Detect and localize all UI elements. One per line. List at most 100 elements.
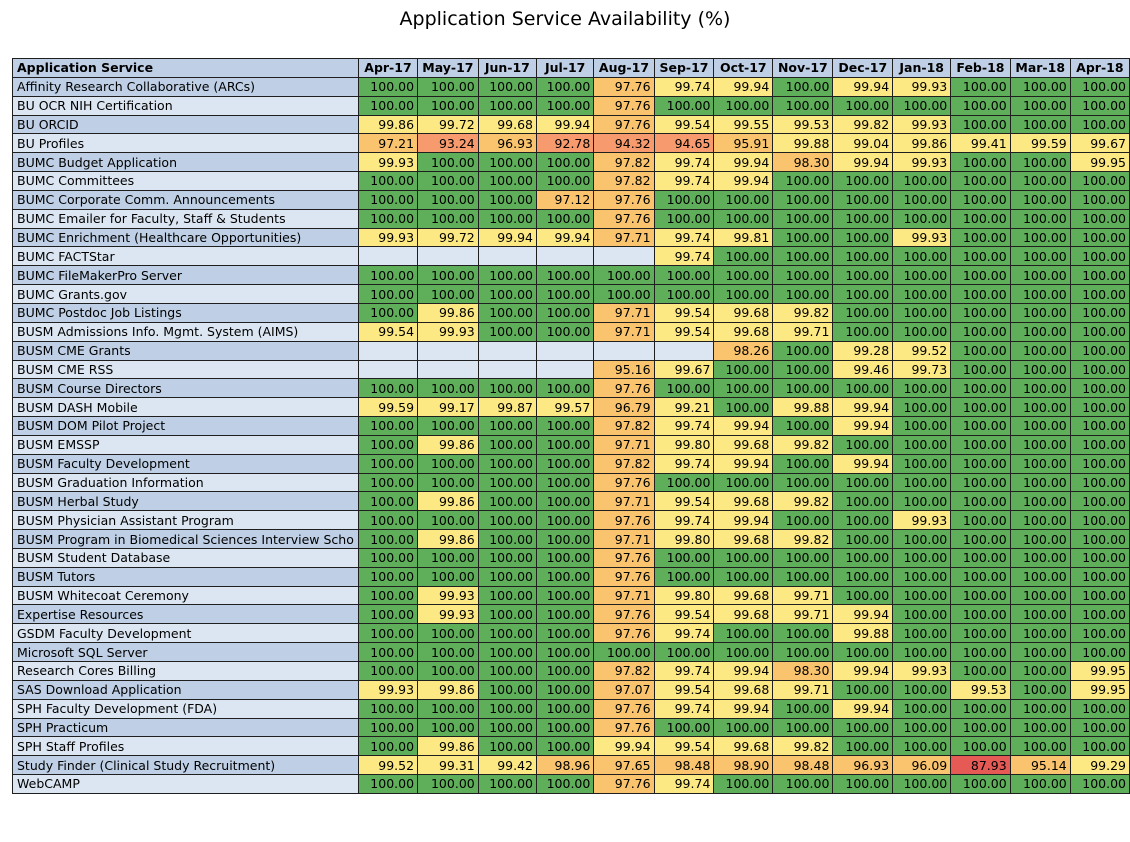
availability-cell: 100.00 bbox=[1069, 604, 1130, 625]
availability-cell: 97.07 bbox=[593, 679, 655, 700]
availability-cell: 100.00 bbox=[832, 679, 894, 700]
availability-cell: 99.52 bbox=[892, 340, 952, 361]
availability-cell: 100.00 bbox=[535, 698, 595, 719]
availability-cell: 99.68 bbox=[713, 302, 774, 323]
availability-cell: 97.71 bbox=[593, 434, 655, 455]
availability-cell: 100.00 bbox=[892, 604, 952, 625]
availability-cell: 99.71 bbox=[772, 321, 834, 342]
availability-cell: 99.54 bbox=[653, 604, 715, 625]
empty-cell bbox=[357, 359, 419, 380]
table-row: BUSM Faculty Development 100.00 100.00 100.… bbox=[12, 453, 1130, 474]
table-row: BUSM Herbal Study 100.00 99.86 100.00 100.00… bbox=[12, 491, 1130, 512]
table-row: SAS Download Application 99.93 99.86 100.00… bbox=[12, 679, 1130, 700]
availability-cell: 100.00 bbox=[950, 378, 1011, 399]
service-name-cell: Expertise Resources bbox=[12, 604, 359, 625]
availability-cell: 100.00 bbox=[417, 566, 479, 587]
table-row: BU Profiles 97.21 93.24 96.93 92.78 94.32 94.6… bbox=[12, 133, 1130, 154]
table-row: BUMC Grants.gov 100.00 100.00 100.00 100.00 1… bbox=[12, 284, 1130, 304]
availability-cell: 100.00 bbox=[1009, 736, 1071, 757]
availability-cell: 100.00 bbox=[1009, 623, 1071, 644]
availability-cell: 99.68 bbox=[713, 529, 774, 549]
empty-cell bbox=[653, 340, 715, 361]
availability-cell: 100.00 bbox=[417, 661, 479, 681]
availability-cell: 100.00 bbox=[535, 736, 595, 757]
availability-cell: 100.00 bbox=[950, 284, 1011, 304]
availability-cell: 100.00 bbox=[1009, 189, 1071, 210]
availability-cell: 100.00 bbox=[832, 491, 894, 512]
availability-cell: 99.72 bbox=[417, 227, 479, 248]
availability-cell: 100.00 bbox=[357, 378, 419, 399]
availability-cell: 100.00 bbox=[477, 510, 537, 531]
availability-cell: 100.00 bbox=[653, 547, 715, 568]
availability-cell: 100.00 bbox=[477, 774, 537, 794]
availability-cell: 97.12 bbox=[535, 189, 595, 210]
availability-cell: 100.00 bbox=[950, 302, 1011, 323]
availability-cell: 99.82 bbox=[772, 434, 834, 455]
availability-cell: 99.94 bbox=[535, 227, 595, 248]
availability-cell: 100.00 bbox=[1009, 340, 1071, 361]
availability-cell: 100.00 bbox=[950, 547, 1011, 568]
availability-cell: 100.00 bbox=[772, 265, 834, 286]
table-row: BUSM Physician Assistant Program 100.00 10… bbox=[12, 510, 1130, 531]
availability-cell: 97.76 bbox=[593, 698, 655, 719]
availability-cell: 99.80 bbox=[653, 434, 715, 455]
availability-cell: 100.00 bbox=[1069, 510, 1130, 531]
availability-cell: 97.82 bbox=[593, 416, 655, 436]
availability-cell: 100.00 bbox=[357, 736, 419, 757]
availability-cell: 100.00 bbox=[477, 491, 537, 512]
availability-cell: 100.00 bbox=[713, 265, 774, 286]
availability-cell: 97.65 bbox=[593, 755, 655, 776]
availability-cell: 99.95 bbox=[1069, 152, 1130, 173]
availability-cell: 100.00 bbox=[1069, 642, 1130, 662]
availability-cell: 100.00 bbox=[713, 566, 774, 587]
availability-cell: 100.00 bbox=[1009, 397, 1071, 418]
availability-cell: 100.00 bbox=[772, 510, 834, 531]
availability-cell: 99.82 bbox=[832, 114, 894, 135]
availability-cell: 99.94 bbox=[832, 661, 894, 681]
availability-cell: 100.00 bbox=[535, 566, 595, 587]
availability-cell: 95.16 bbox=[593, 359, 655, 380]
availability-cell: 100.00 bbox=[950, 510, 1011, 531]
availability-cell: 99.54 bbox=[357, 321, 419, 342]
availability-cell: 98.96 bbox=[535, 755, 595, 776]
availability-cell: 100.00 bbox=[1009, 246, 1071, 267]
table-row: BUMC Committees 100.00 100.00 100.00 100.00 9… bbox=[12, 171, 1130, 191]
availability-cell: 100.00 bbox=[357, 265, 419, 286]
availability-cell: 100.00 bbox=[357, 566, 419, 587]
availability-cell: 99.82 bbox=[772, 491, 834, 512]
availability-cell: 99.94 bbox=[832, 397, 894, 418]
availability-cell: 98.30 bbox=[772, 661, 834, 681]
service-name-cell: BUSM Admissions Info. Mgmt. System (AIMS… bbox=[12, 321, 359, 342]
availability-cell: 97.76 bbox=[593, 189, 655, 210]
availability-cell: 99.71 bbox=[772, 585, 834, 606]
table-row: GSDM Faculty Development 100.00 100.00 100.… bbox=[12, 623, 1130, 644]
availability-cell: 99.29 bbox=[1069, 755, 1130, 776]
availability-cell: 98.48 bbox=[653, 755, 715, 776]
availability-cell: 100.00 bbox=[772, 76, 834, 97]
empty-cell bbox=[417, 359, 479, 380]
availability-cell: 97.76 bbox=[593, 472, 655, 493]
availability-cell: 100.00 bbox=[713, 95, 774, 116]
availability-cell: 97.76 bbox=[593, 208, 655, 229]
availability-cell: 99.74 bbox=[653, 246, 715, 267]
availability-cell: 100.00 bbox=[950, 529, 1011, 549]
availability-cell: 100.00 bbox=[832, 302, 894, 323]
availability-cell: 99.88 bbox=[772, 397, 834, 418]
availability-cell: 100.00 bbox=[535, 604, 595, 625]
service-name-cell: BUSM Graduation Information bbox=[12, 472, 359, 493]
availability-cell: 100.00 bbox=[772, 340, 834, 361]
availability-cell: 100.00 bbox=[950, 736, 1011, 757]
availability-cell: 100.00 bbox=[1009, 717, 1071, 738]
availability-cell: 100.00 bbox=[417, 265, 479, 286]
availability-cell: 100.00 bbox=[357, 171, 419, 191]
availability-cell: 98.48 bbox=[772, 755, 834, 776]
availability-cell: 99.93 bbox=[357, 679, 419, 700]
service-name-cell: BUMC Committees bbox=[12, 171, 359, 191]
availability-cell: 100.00 bbox=[772, 227, 834, 248]
availability-cell: 100.00 bbox=[832, 378, 894, 399]
availability-cell: 100.00 bbox=[477, 416, 537, 436]
service-name-cell: Microsoft SQL Server bbox=[12, 642, 359, 662]
availability-cell: 100.00 bbox=[357, 774, 419, 794]
table-row: SPH Practicum 100.00 100.00 100.00 100.00 97.… bbox=[12, 717, 1130, 738]
availability-cell: 100.00 bbox=[892, 642, 952, 662]
